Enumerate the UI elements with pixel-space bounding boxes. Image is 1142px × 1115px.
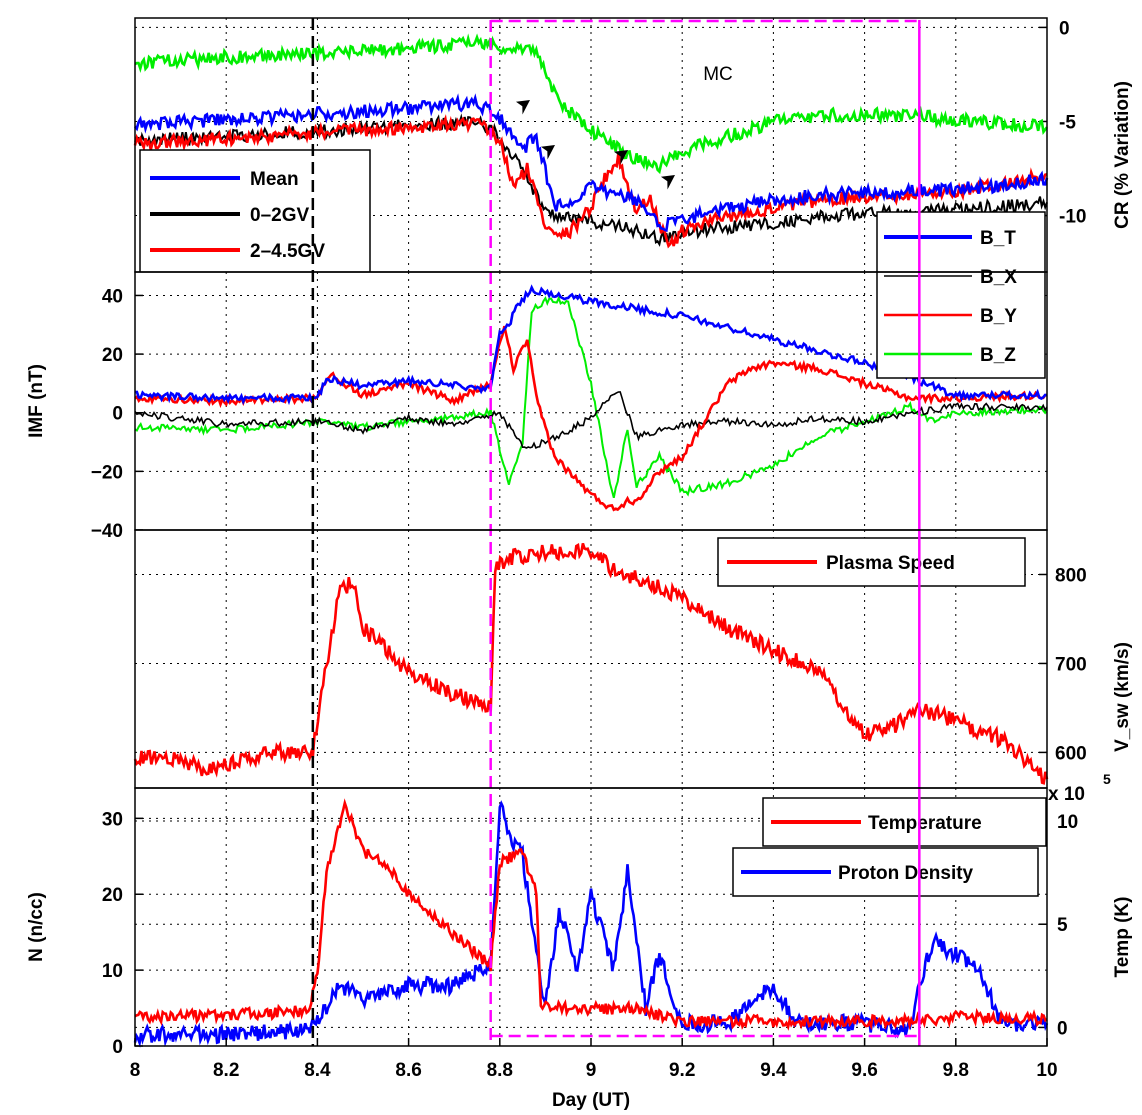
- y-tick-label: -5: [1059, 112, 1076, 133]
- x-tick-label: 9.2: [669, 1060, 695, 1081]
- y-axis-label-imf: IMF (nT): [26, 364, 47, 438]
- y-tick-label: 20: [102, 885, 123, 906]
- y-axis-label-density: N (n/cc): [26, 892, 47, 962]
- series-line-proton-density: [133, 800, 1049, 1048]
- arrow-icon: [515, 100, 530, 115]
- x-tick-label: 8.6: [395, 1060, 421, 1081]
- x-tick-label: 9: [586, 1060, 597, 1081]
- y-tick-label: 10: [102, 961, 123, 982]
- panel-1: 40 20 0 −20 −40 IMF (nT) B_T B_X B_Y B_Z: [26, 211, 1048, 542]
- panel-3: 30 20 10 0 10 5 0 N (n/cc) Temp (K) x 10 5 Temperat…: [26, 771, 1133, 1058]
- legend-entry: 0–2GV: [250, 205, 309, 226]
- mc-label: MC: [703, 64, 733, 85]
- y-tick-label: 600: [1055, 743, 1087, 764]
- legend-entry: B_T: [980, 228, 1016, 249]
- x-tick-label: 9.4: [760, 1060, 787, 1081]
- x-tick-label: 8: [130, 1060, 141, 1081]
- legend-imf: B_T B_X B_Y B_Z: [876, 211, 1046, 379]
- x-tick-label: 9.6: [851, 1060, 877, 1081]
- y-tick-label: 0: [112, 1037, 123, 1058]
- x-axis-label: Day (UT): [552, 1090, 630, 1111]
- legend-entry: B_Z: [980, 345, 1016, 366]
- y-tick-label: 0: [112, 404, 123, 425]
- y-tick-label: 20: [102, 345, 123, 366]
- y-tick-label-right: 10: [1057, 812, 1078, 833]
- legend-entry: B_X: [980, 267, 1017, 288]
- panel-0: 0 -5 -10 CR (% Variation) MC Mean 0–2GV 2–4.5GV…: [133, 18, 1133, 301]
- arrow-icon: [613, 150, 628, 165]
- series-line-Mean: [133, 93, 1049, 233]
- y-tick-label-right: 5: [1057, 915, 1068, 936]
- arrow-icon: [540, 145, 555, 160]
- legend-entry: B_Y: [980, 306, 1017, 327]
- legend-entry: Mean: [250, 169, 299, 190]
- legend-entry: 2–4.5GV: [250, 241, 325, 262]
- series-line-B_X: [134, 391, 1048, 449]
- x-tick-label: 9.8: [943, 1060, 969, 1081]
- arrow-icon: [660, 175, 675, 190]
- series-line-temperature: [134, 798, 1048, 1031]
- y-tick-label: 40: [102, 286, 123, 307]
- y-tick-label: −20: [91, 462, 123, 483]
- x-tick-label: 8.4: [304, 1060, 331, 1081]
- y-tick-label: 800: [1055, 565, 1087, 586]
- legend-box: [876, 211, 1046, 379]
- y-multiplier: x 10: [1048, 784, 1085, 805]
- y-tick-label: 30: [102, 809, 123, 830]
- y-tick-label: -10: [1059, 207, 1086, 228]
- legend-entry: Temperature: [868, 813, 982, 834]
- legend-density: Proton Density: [732, 847, 1039, 897]
- y-axis-label-temp: Temp (K): [1112, 897, 1133, 978]
- legend-entry: Plasma Speed: [826, 553, 955, 574]
- x-tick-label: 8.2: [213, 1060, 239, 1081]
- y-tick-label: −40: [91, 521, 123, 542]
- y-tick-label: 0: [1059, 18, 1070, 39]
- y-axis-label-vsw: V_sw (km/s): [1112, 642, 1133, 752]
- y-axis-label-cr: CR (% Variation): [1112, 81, 1133, 229]
- x-tick-label: 8.8: [487, 1060, 513, 1081]
- y-tick-label-right: 0: [1057, 1018, 1068, 1039]
- y-multiplier-exponent: 5: [1103, 771, 1111, 787]
- series-line-45GV: [134, 33, 1049, 175]
- x-tick-label: 10: [1036, 1060, 1057, 1081]
- legend-entry: Proton Density: [838, 863, 974, 884]
- legend-temperature: Temperature: [762, 797, 1047, 847]
- legend-speed: Plasma Speed: [717, 537, 1026, 587]
- panel-2: 800 700 600 V_sw (km/s) Plasma Speed: [133, 530, 1133, 788]
- y-tick-label: 700: [1055, 654, 1087, 675]
- series-line-plasma-speed: [133, 543, 1049, 785]
